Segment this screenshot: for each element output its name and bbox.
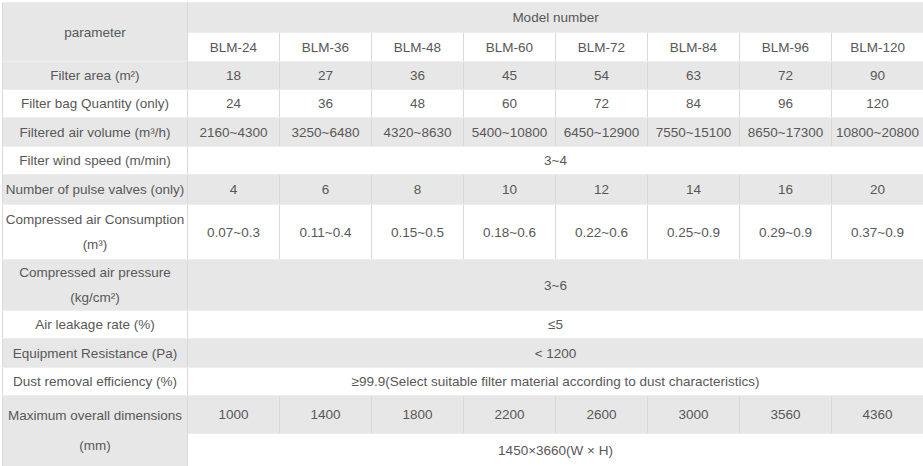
row-max-dimensions-values: Maximum overall dimensions (mm) 1000 140… bbox=[3, 396, 923, 434]
row-pulse-valves: Number of pulse valves (only) 4 6 8 10 1… bbox=[3, 175, 923, 205]
value-cell: 12 bbox=[556, 175, 648, 205]
value-cell: 5400~10800 bbox=[464, 118, 556, 147]
row-label-filter-area: Filter area (m²) bbox=[3, 62, 188, 90]
value-cell: 10800~20800 bbox=[832, 118, 923, 147]
value-cell: 3560 bbox=[740, 396, 832, 434]
value-cell: 27 bbox=[280, 62, 372, 90]
header-row-model-number: parameter Model number bbox=[3, 3, 923, 33]
row-label-max-dimensions: Maximum overall dimensions (mm) bbox=[3, 396, 188, 466]
row-label-line1: Maximum overall dimensions bbox=[5, 401, 185, 431]
model-header-cell: BLM-36 bbox=[280, 33, 372, 62]
value-cell: 63 bbox=[648, 62, 740, 90]
value-cell: 36 bbox=[372, 62, 464, 90]
value-cell: 24 bbox=[188, 90, 280, 118]
value-cell: 4 bbox=[188, 175, 280, 205]
value-cell: 6 bbox=[280, 175, 372, 205]
model-header-cell: BLM-120 bbox=[832, 33, 923, 62]
row-label-pulse-valves: Number of pulse valves (only) bbox=[3, 175, 188, 205]
row-air-pressure: Compressed air pressure (kg/cm²) 3~6 bbox=[3, 260, 923, 311]
parameter-header-cell: parameter bbox=[3, 3, 188, 62]
value-cell: 0.25~0.9 bbox=[648, 205, 740, 260]
value-cell: 0.29~0.9 bbox=[740, 205, 832, 260]
value-cell: 54 bbox=[556, 62, 648, 90]
row-label-bag-quantity: Filter bag Quantity (only) bbox=[3, 90, 188, 118]
row-bag-quantity: Filter bag Quantity (only) 24 36 48 60 7… bbox=[3, 90, 923, 118]
row-leakage: Air leakage rate (%) ≤5 bbox=[3, 311, 923, 339]
value-cell: 7550~15100 bbox=[648, 118, 740, 147]
value-cell: 0.07~0.3 bbox=[188, 205, 280, 260]
value-cell: 3000 bbox=[648, 396, 740, 434]
span-value-cell: < 1200 bbox=[188, 339, 923, 368]
value-cell: 1800 bbox=[372, 396, 464, 434]
row-label-air-consumption: Compressed air Consumption (m³) bbox=[3, 205, 188, 260]
row-air-volume: Filtered air volume (m³/h) 2160~4300 325… bbox=[3, 118, 923, 147]
value-cell: 0.15~0.5 bbox=[372, 205, 464, 260]
row-label-line1: Compressed air Consumption bbox=[5, 207, 185, 232]
value-cell: 2160~4300 bbox=[188, 118, 280, 147]
value-cell: 10 bbox=[464, 175, 556, 205]
model-header-cell: BLM-96 bbox=[740, 33, 832, 62]
value-cell: 4320~8630 bbox=[372, 118, 464, 147]
row-label-leakage: Air leakage rate (%) bbox=[3, 311, 188, 339]
value-cell: 36 bbox=[280, 90, 372, 118]
row-wind-speed: Filter wind speed (m/min) 3~4 bbox=[3, 147, 923, 175]
row-label-air-volume: Filtered air volume (m³/h) bbox=[3, 118, 188, 147]
row-label-resistance: Equipment Resistance (Pa) bbox=[3, 339, 188, 368]
row-label-line2: (kg/cm²) bbox=[5, 285, 185, 310]
value-cell: 120 bbox=[832, 90, 923, 118]
value-cell: 45 bbox=[464, 62, 556, 90]
row-label-line1: Compressed air pressure bbox=[5, 260, 185, 285]
model-header-cell: BLM-24 bbox=[188, 33, 280, 62]
row-label-air-pressure: Compressed air pressure (kg/cm²) bbox=[3, 260, 188, 311]
row-label-efficiency: Dust removal efficiency (%) bbox=[3, 368, 188, 396]
model-header-cell: BLM-72 bbox=[556, 33, 648, 62]
value-cell: 4360 bbox=[832, 396, 923, 434]
value-cell: 20 bbox=[832, 175, 923, 205]
row-label-line2: (m³) bbox=[5, 232, 185, 257]
value-cell: 0.37~0.9 bbox=[832, 205, 923, 260]
row-label-wind-speed: Filter wind speed (m/min) bbox=[3, 147, 188, 175]
value-cell: 18 bbox=[188, 62, 280, 90]
span-value-cell: 3~4 bbox=[188, 147, 923, 175]
page: parameter Model number BLM-24 BLM-36 BLM… bbox=[0, 0, 923, 466]
value-cell: 16 bbox=[740, 175, 832, 205]
span-value-cell: 1450×3660(W × H) bbox=[188, 434, 923, 466]
model-header-cell: BLM-48 bbox=[372, 33, 464, 62]
value-cell: 48 bbox=[372, 90, 464, 118]
row-air-consumption: Compressed air Consumption (m³) 0.07~0.3… bbox=[3, 205, 923, 260]
value-cell: 3250~6480 bbox=[280, 118, 372, 147]
value-cell: 96 bbox=[740, 90, 832, 118]
span-value-cell: ≥99.9(Select suitable filter material ac… bbox=[188, 368, 923, 396]
model-header-cell: BLM-84 bbox=[648, 33, 740, 62]
value-cell: 0.11~0.4 bbox=[280, 205, 372, 260]
row-efficiency: Dust removal efficiency (%) ≥99.9(Select… bbox=[3, 368, 923, 396]
value-cell: 2200 bbox=[464, 396, 556, 434]
spec-table: parameter Model number BLM-24 BLM-36 BLM… bbox=[2, 2, 923, 466]
span-value-cell: 3~6 bbox=[188, 260, 923, 311]
model-number-header-cell: Model number bbox=[188, 3, 923, 33]
model-header-cell: BLM-60 bbox=[464, 33, 556, 62]
row-resistance: Equipment Resistance (Pa) < 1200 bbox=[3, 339, 923, 368]
value-cell: 0.22~0.6 bbox=[556, 205, 648, 260]
value-cell: 8 bbox=[372, 175, 464, 205]
value-cell: 72 bbox=[556, 90, 648, 118]
value-cell: 1400 bbox=[280, 396, 372, 434]
value-cell: 72 bbox=[740, 62, 832, 90]
value-cell: 60 bbox=[464, 90, 556, 118]
value-cell: 14 bbox=[648, 175, 740, 205]
value-cell: 8650~17300 bbox=[740, 118, 832, 147]
row-label-line2: (mm) bbox=[5, 431, 185, 461]
span-value-cell: ≤5 bbox=[188, 311, 923, 339]
value-cell: 1000 bbox=[188, 396, 280, 434]
value-cell: 0.18~0.6 bbox=[464, 205, 556, 260]
value-cell: 6450~12900 bbox=[556, 118, 648, 147]
value-cell: 2600 bbox=[556, 396, 648, 434]
row-filter-area: Filter area (m²) 18 27 36 45 54 63 72 90 bbox=[3, 62, 923, 90]
value-cell: 90 bbox=[832, 62, 923, 90]
value-cell: 84 bbox=[648, 90, 740, 118]
